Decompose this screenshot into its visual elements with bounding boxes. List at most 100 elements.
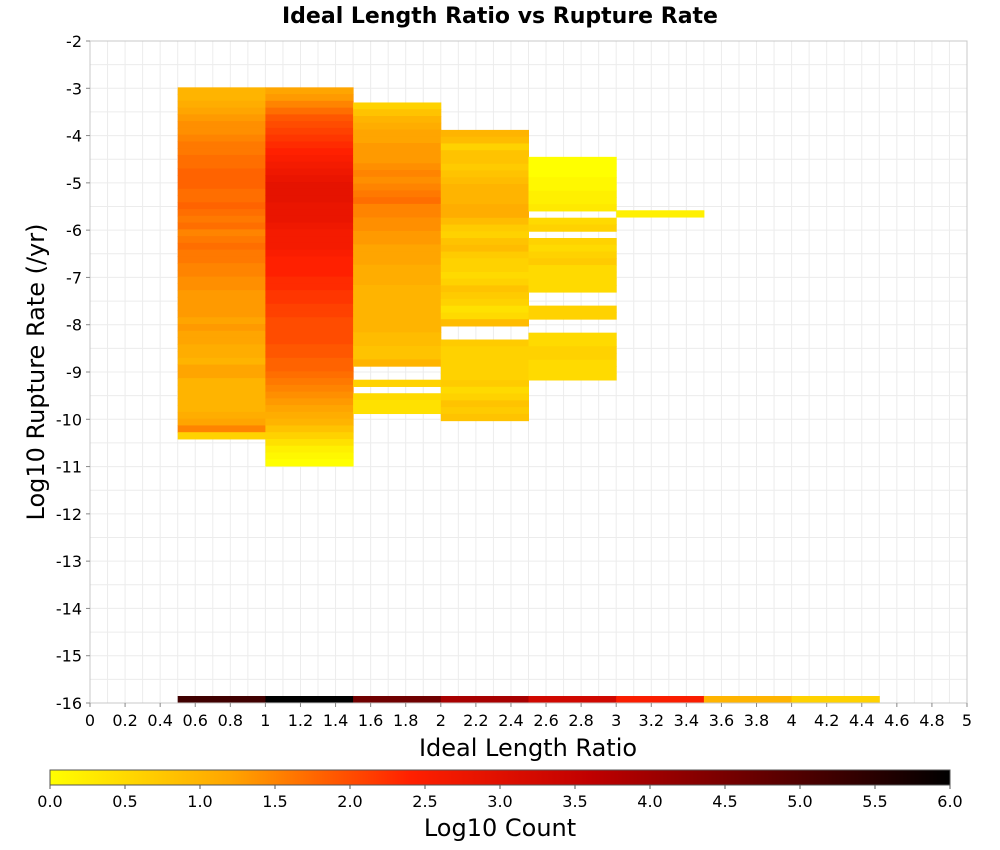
heatmap-cell xyxy=(265,249,354,257)
heatmap-cell xyxy=(265,357,354,366)
heatmap-cell xyxy=(353,237,442,245)
y-tick-label: -5 xyxy=(66,174,82,193)
heatmap-cell xyxy=(265,188,354,197)
heatmap-cell xyxy=(177,296,266,305)
heatmap-cell xyxy=(528,251,617,259)
heatmap-cell xyxy=(265,127,354,136)
y-tick-label: -10 xyxy=(56,410,82,429)
heatmap-cell xyxy=(265,154,354,163)
heatmap-cell xyxy=(353,345,442,354)
heatmap-cell xyxy=(265,296,354,305)
heatmap-cell xyxy=(265,209,354,217)
heatmap-cell xyxy=(177,154,266,163)
y-axis-ticks: -2 -3 -4 -5 -6 -7 -8 -9 -10 -11 -12 -13 -14 -15 -16 xyxy=(56,32,90,713)
heatmap-cell xyxy=(177,337,266,345)
y-tick-label: -14 xyxy=(56,599,82,618)
heatmap-cell xyxy=(177,242,266,251)
heatmap-cell xyxy=(265,452,354,460)
heatmap-cell xyxy=(265,121,354,129)
heatmap-cell xyxy=(265,418,354,426)
heatmap-cell xyxy=(528,204,617,212)
heatmap-cell xyxy=(265,202,354,210)
heatmap-cell xyxy=(177,175,266,183)
x-axis-ticks: 0 0.2 0.4 0.6 0.8 1 1.2 1.4 1.6 1.8 2 2.2 2.4 2.6 2.8 3… xyxy=(85,703,972,730)
x-tick-label: 0 xyxy=(85,711,95,730)
heatmap-cell xyxy=(265,175,354,183)
heatmap-cell xyxy=(177,121,266,129)
heatmap-cell xyxy=(353,325,442,333)
heatmap-cell xyxy=(440,373,529,381)
heatmap-cell xyxy=(177,317,266,325)
x-tick-label: 0.2 xyxy=(112,711,137,730)
heatmap-cell xyxy=(353,352,442,360)
chart-title: Ideal Length Ratio vs Rupture Rate xyxy=(282,4,718,29)
y-tick-label: -13 xyxy=(56,552,82,571)
heatmap-cell xyxy=(265,276,354,284)
heatmap-cell xyxy=(440,353,529,361)
heatmap-cell xyxy=(265,100,354,109)
heatmap-cell xyxy=(265,182,354,190)
x-tick-label: 3.4 xyxy=(674,711,699,730)
heatmap-cell xyxy=(440,197,529,205)
x-tick-label: 2.2 xyxy=(463,711,488,730)
heatmap-cell xyxy=(177,290,266,298)
colorbar-tick-label: 2.0 xyxy=(337,792,362,811)
heatmap-cell xyxy=(265,222,354,230)
heatmap-cell xyxy=(440,224,529,232)
heatmap-cell xyxy=(265,141,354,149)
heatmap-cell xyxy=(353,406,442,415)
heatmap-cell xyxy=(265,290,354,298)
colorbar-tick-label: 0.0 xyxy=(37,792,62,811)
heatmap-cell-bottom xyxy=(440,696,529,703)
y-tick-label: -11 xyxy=(56,458,82,477)
heatmap-cell xyxy=(528,156,617,165)
heatmap-cell xyxy=(440,251,529,259)
heatmap-cell xyxy=(353,122,442,131)
heatmap-cell xyxy=(353,170,442,178)
heatmap-cell xyxy=(265,229,354,237)
heatmap-cell xyxy=(265,351,354,359)
heatmap-cell xyxy=(440,380,529,388)
heatmap-cell xyxy=(440,136,529,144)
colorbar-tick-label: 5.5 xyxy=(862,792,887,811)
heatmap-cell xyxy=(440,359,529,368)
heatmap-cell xyxy=(177,87,266,95)
heatmap-cell xyxy=(265,384,354,393)
heatmap-cell xyxy=(353,149,442,158)
heatmap-cell xyxy=(353,210,442,218)
heatmap-cell xyxy=(265,269,354,278)
heatmap-cell xyxy=(177,344,266,352)
heatmap-cell xyxy=(440,156,529,165)
heatmap-cell xyxy=(440,407,529,415)
heatmap-cell xyxy=(265,317,354,325)
colorbar-tick-label: 1.0 xyxy=(187,792,212,811)
heatmap-cell xyxy=(353,197,442,205)
heatmap-cell xyxy=(353,278,442,286)
heatmap-cell xyxy=(353,298,442,306)
heatmap-cell xyxy=(265,398,354,406)
heatmap-cell xyxy=(353,332,442,340)
heatmap-cell xyxy=(353,115,442,124)
heatmap-cell xyxy=(177,324,266,332)
x-tick-label: 2.4 xyxy=(498,711,523,730)
heatmap-cell xyxy=(353,190,442,198)
x-tick-label: 3.6 xyxy=(709,711,734,730)
heatmap-cell xyxy=(616,210,705,218)
heatmap-cell xyxy=(353,136,442,144)
heatmap-cell xyxy=(440,231,529,239)
x-tick-label: 2 xyxy=(436,711,446,730)
y-tick-label: -15 xyxy=(56,647,82,666)
heatmap-cell xyxy=(265,425,354,433)
heatmap-cell-bottom xyxy=(177,696,266,703)
heatmap-cell xyxy=(265,148,354,156)
heatmap-cell xyxy=(440,346,529,354)
heatmap-cell xyxy=(353,291,442,300)
y-tick-label: -7 xyxy=(66,268,82,287)
heatmap-cell xyxy=(440,386,529,395)
heatmap-cell xyxy=(177,94,266,102)
colorbar xyxy=(49,769,951,786)
heatmap-cell xyxy=(177,107,266,115)
heatmap-cell xyxy=(353,305,442,313)
heatmap-cell xyxy=(177,195,266,203)
